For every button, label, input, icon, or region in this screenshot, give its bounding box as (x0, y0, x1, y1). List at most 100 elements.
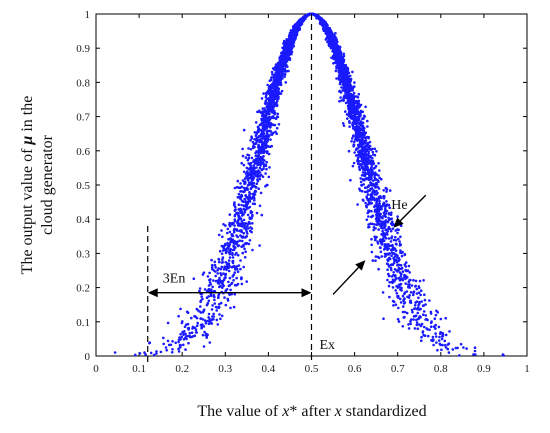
cloud-drop (162, 342, 165, 346)
cloud-drop (198, 287, 202, 290)
cloud-drop (210, 318, 214, 322)
cloud-drop (240, 190, 243, 193)
cloud-drop (268, 115, 271, 119)
cloud-drop (420, 300, 424, 303)
cloud-drop (262, 154, 265, 158)
cloud-drop (277, 87, 281, 90)
cloud-drop (351, 137, 354, 140)
cloud-drop (424, 303, 427, 306)
cloud-drop (143, 351, 146, 354)
cloud-drop (274, 130, 277, 134)
cloud-drop (389, 222, 393, 225)
y-tick-label: 0.7 (76, 112, 90, 124)
cloud-drop (280, 72, 284, 76)
cloud-drop (321, 27, 325, 30)
cloud-drop (217, 282, 221, 285)
cloud-drop (254, 142, 258, 145)
cloud-drop (370, 209, 373, 213)
cloud-drop (200, 295, 203, 298)
y-tick-label: 0.1 (76, 317, 90, 329)
cloud-drop (295, 32, 298, 35)
cloud-drop (378, 176, 382, 180)
cloud-drop (265, 151, 269, 155)
cloud-drop (356, 137, 359, 141)
cloud-drop (332, 33, 336, 37)
cloud-drop (373, 183, 377, 186)
cloud-drop (280, 89, 284, 93)
cloud-drop (212, 293, 216, 297)
cloud-drop (188, 335, 192, 339)
y-tick-label: 1 (85, 9, 91, 21)
cloud-drop (242, 218, 246, 222)
cloud-drop (407, 323, 410, 326)
cloud-drop (389, 266, 393, 270)
cloud-drop (416, 311, 420, 315)
cloud-drop (269, 109, 273, 112)
cloud-drop (257, 169, 260, 172)
cloud-drop (258, 171, 262, 174)
cloud-drop (398, 297, 402, 301)
cloud-drop (344, 80, 347, 83)
cloud-drop (321, 18, 324, 22)
cloud-drop (401, 310, 405, 314)
cloud-drop (372, 161, 375, 164)
cloud-drop (266, 111, 270, 114)
cloud-drop (266, 102, 269, 105)
cloud-drop (342, 124, 346, 127)
cloud-drop (402, 276, 406, 279)
cloud-drop (262, 92, 265, 95)
cloud-drop (260, 146, 263, 150)
x-tick-label: 0.8 (434, 363, 448, 375)
cloud-drop (269, 130, 273, 133)
cloud-drop (371, 183, 375, 187)
cloud-drop (214, 279, 218, 283)
cloud-drop (373, 147, 377, 151)
cloud-drop (226, 241, 229, 245)
cloud-drop (416, 306, 420, 309)
cloud-drop (252, 166, 255, 170)
cloud-drop (220, 314, 224, 318)
cloud-drop (248, 205, 252, 209)
cloud-drop (391, 280, 394, 284)
cloud-drop (325, 25, 328, 28)
cloud-drop (261, 175, 265, 178)
cloud-drop (354, 109, 357, 112)
cloud-drop (246, 213, 250, 217)
cloud-drop (233, 204, 236, 207)
cloud-drop (420, 322, 424, 326)
cloud-drop (213, 263, 217, 267)
cloud-drop (385, 245, 389, 249)
cloud-drop (327, 34, 330, 38)
cloud-drop (218, 285, 221, 289)
cloud-drop (178, 336, 181, 339)
cloud-drop (248, 193, 251, 197)
cloud-drop (426, 334, 430, 338)
cloud-drop (434, 332, 437, 335)
cloud-drop (254, 186, 258, 189)
cloud-drop (369, 159, 373, 162)
cloud-drop (253, 145, 256, 149)
cloud-drop (353, 102, 357, 105)
cloud-drop (235, 228, 239, 231)
cloud-drop (392, 238, 396, 242)
cloud-drop (380, 255, 384, 258)
cloud-drop (235, 276, 238, 280)
cloud-drop (257, 156, 260, 159)
cloud-drop (276, 64, 280, 67)
cloud-drop (375, 215, 379, 218)
cloud-drop (171, 348, 174, 351)
cloud-drop (358, 149, 362, 153)
cloud-drop (358, 141, 362, 144)
cloud-drop (253, 196, 256, 200)
cloud-drop (339, 59, 343, 63)
cloud-drop (182, 337, 186, 341)
cloud-drop (434, 313, 438, 317)
cloud-drop (212, 312, 215, 316)
cloud-drop (239, 259, 242, 262)
cloud-drop (233, 271, 237, 274)
cloud-drop (233, 186, 237, 190)
y-tick-label: 0.2 (76, 283, 90, 295)
cloud-drop (191, 335, 195, 338)
cloud-drop (360, 143, 364, 147)
cloud-drop (218, 278, 222, 282)
